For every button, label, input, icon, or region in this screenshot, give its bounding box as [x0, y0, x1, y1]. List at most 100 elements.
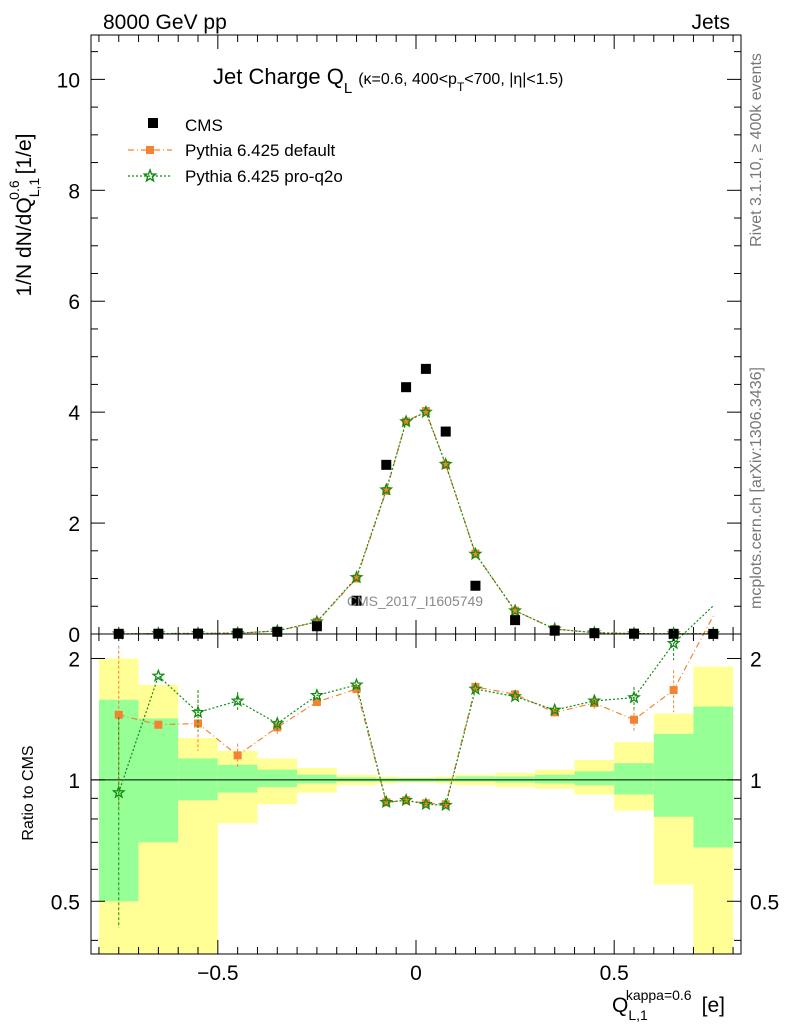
- ratio-y-axis-label: Ratio to CMS: [20, 745, 37, 840]
- ratio-default-series: [114, 615, 714, 809]
- legend-cms-label: CMS: [185, 116, 223, 135]
- ratio-stat-uncertainty-band: [534, 774, 575, 784]
- ratio-proq2o-point: [666, 636, 681, 650]
- ratio-proq2o-point: [349, 677, 364, 691]
- analysis-watermark: CMS_2017_I1605749: [347, 593, 483, 609]
- ratio-stat-uncertainty-band: [217, 764, 258, 793]
- proq2o-point: [349, 570, 364, 584]
- ratio-default-point: [511, 690, 520, 699]
- ratio-default-point: [471, 682, 480, 691]
- ratio-y-tick-label-left: 2: [68, 648, 80, 671]
- main-y-tick-label: 10: [57, 69, 80, 92]
- ratio-default-point: [441, 800, 450, 809]
- main-y-axis-label: 1/N dN/dQL,10.6[1/e]: [6, 133, 42, 296]
- proq2o-point: [379, 482, 394, 496]
- ratio-proq2o-point: [547, 702, 562, 717]
- x-tick-label: 0.5: [600, 962, 629, 985]
- x-tick-label: 0: [410, 962, 422, 985]
- proq2o-curve-line: [118, 411, 714, 635]
- x-tick-label: −0.5: [197, 962, 238, 985]
- header-process-label: Jets: [691, 11, 730, 34]
- cms-data-point: [272, 626, 283, 637]
- ratio-proq2o-point: [468, 681, 483, 696]
- ratio-default-point: [669, 686, 678, 695]
- ratio-proq2o-point: [418, 796, 433, 811]
- ratio-panel: 0.5 0.5 1 1 2 2 −0.5 0 0.5 Ratio to CMS QL,1kap…: [20, 605, 779, 1023]
- ratio-y-tick-labels: 0.5 0.5 1 1 2 2: [51, 648, 779, 914]
- ratio-proq2o-series: [111, 605, 714, 928]
- legend-cms-marker: [148, 118, 158, 128]
- cms-data-point: [510, 615, 521, 626]
- ratio-proq2o-line: [118, 605, 714, 806]
- ratio-default-point: [114, 710, 123, 719]
- proq2o-point: [508, 603, 523, 617]
- ratio-series-layer: [111, 605, 714, 928]
- ratio-stat-uncertainty-band: [653, 733, 694, 817]
- ratio-proq2o-point: [270, 716, 285, 730]
- cms-data-point: [401, 382, 412, 393]
- cms-data-point: [470, 580, 481, 591]
- mcplots-reference-label: mcplots.cern.ch [arXiv:1306.3436]: [748, 367, 765, 609]
- default-point: [402, 417, 411, 426]
- ratio-stat-uncertainty-band: [257, 769, 298, 788]
- ratio-axis-ticks: [91, 634, 741, 954]
- ratio-proq2o-point: [151, 668, 166, 682]
- ratio-y-tick-label-left: 1: [68, 770, 80, 793]
- chart-title: Jet Charge QL(κ=0.6, 400<pT<700, |η|<1.5…: [213, 64, 563, 97]
- ratio-proq2o-point: [379, 794, 394, 809]
- cms-data-point: [589, 628, 600, 639]
- ratio-default-point: [352, 685, 361, 694]
- ratio-stat-uncertainty-band: [574, 771, 615, 786]
- legend-default-label: Pythia 6.425 default: [185, 141, 336, 160]
- ratio-y-tick-label-right: 2: [750, 648, 762, 671]
- ratio-proq2o-point: [627, 690, 641, 704]
- ratio-proq2o-point: [191, 705, 205, 719]
- cms-data-point: [351, 595, 362, 606]
- cms-data-point: [232, 628, 243, 639]
- x-tick-labels: −0.5 0 0.5: [197, 962, 629, 985]
- header-energy-label: 8000 GeV pp: [103, 11, 227, 34]
- ratio-proq2o-point: [230, 693, 245, 707]
- ratio-stat-uncertainty-band: [455, 776, 496, 782]
- default-point: [471, 549, 480, 558]
- ratio-stat-uncertainty-band: [614, 763, 654, 795]
- ratio-proq2o-point: [309, 688, 324, 702]
- ratio-default-point: [154, 720, 163, 729]
- legend-proq2o-label: Pythia 6.425 pro-q2o: [185, 167, 343, 186]
- main-y-tick-label: 0: [68, 624, 80, 647]
- cms-data-point: [440, 426, 451, 437]
- legend-default-marker: [146, 146, 154, 154]
- legend: CMS Pythia 6.425 default Pythia 6.425 pr…: [128, 116, 343, 186]
- main-y-tick-label: 4: [68, 402, 80, 425]
- ratio-stat-uncertainty-band: [693, 706, 734, 848]
- default-point: [352, 574, 361, 583]
- ratio-proq2o-point: [399, 792, 414, 807]
- default-point: [382, 486, 391, 495]
- proq2o-point: [418, 404, 433, 419]
- ratio-default-point: [194, 719, 203, 728]
- ratio-default-point: [312, 697, 321, 706]
- default-point: [441, 460, 450, 469]
- ratio-stat-uncertainty-band: [297, 774, 337, 784]
- ratio-y-tick-label-right: 1: [750, 770, 762, 793]
- ratio-proq2o-point: [111, 785, 126, 799]
- main-y-tick-labels: 0 2 4 6 8 10: [57, 69, 81, 647]
- x-axis-label: QL,1kappa=0.6 [e]: [612, 987, 725, 1023]
- ratio-proq2o-point: [438, 797, 453, 812]
- main-y-tick-label: 6: [68, 291, 80, 314]
- ratio-y-tick-label-left: 0.5: [51, 891, 80, 914]
- cms-data-point: [420, 363, 431, 374]
- proq2o-point: [399, 414, 414, 428]
- ratio-proq2o-point: [587, 693, 602, 707]
- ratio-default-point: [421, 799, 430, 808]
- cms-data-point: [311, 621, 322, 632]
- main-y-tick-label: 8: [68, 180, 80, 203]
- ratio-default-line: [118, 615, 714, 805]
- proq2o-point: [468, 546, 483, 561]
- ratio-default-point: [382, 798, 391, 807]
- ratio-stat-uncertainty-band: [138, 718, 179, 843]
- legend-proq2o-marker: [142, 168, 158, 183]
- cms-data-point: [549, 625, 560, 636]
- ratio-default-point: [629, 715, 638, 724]
